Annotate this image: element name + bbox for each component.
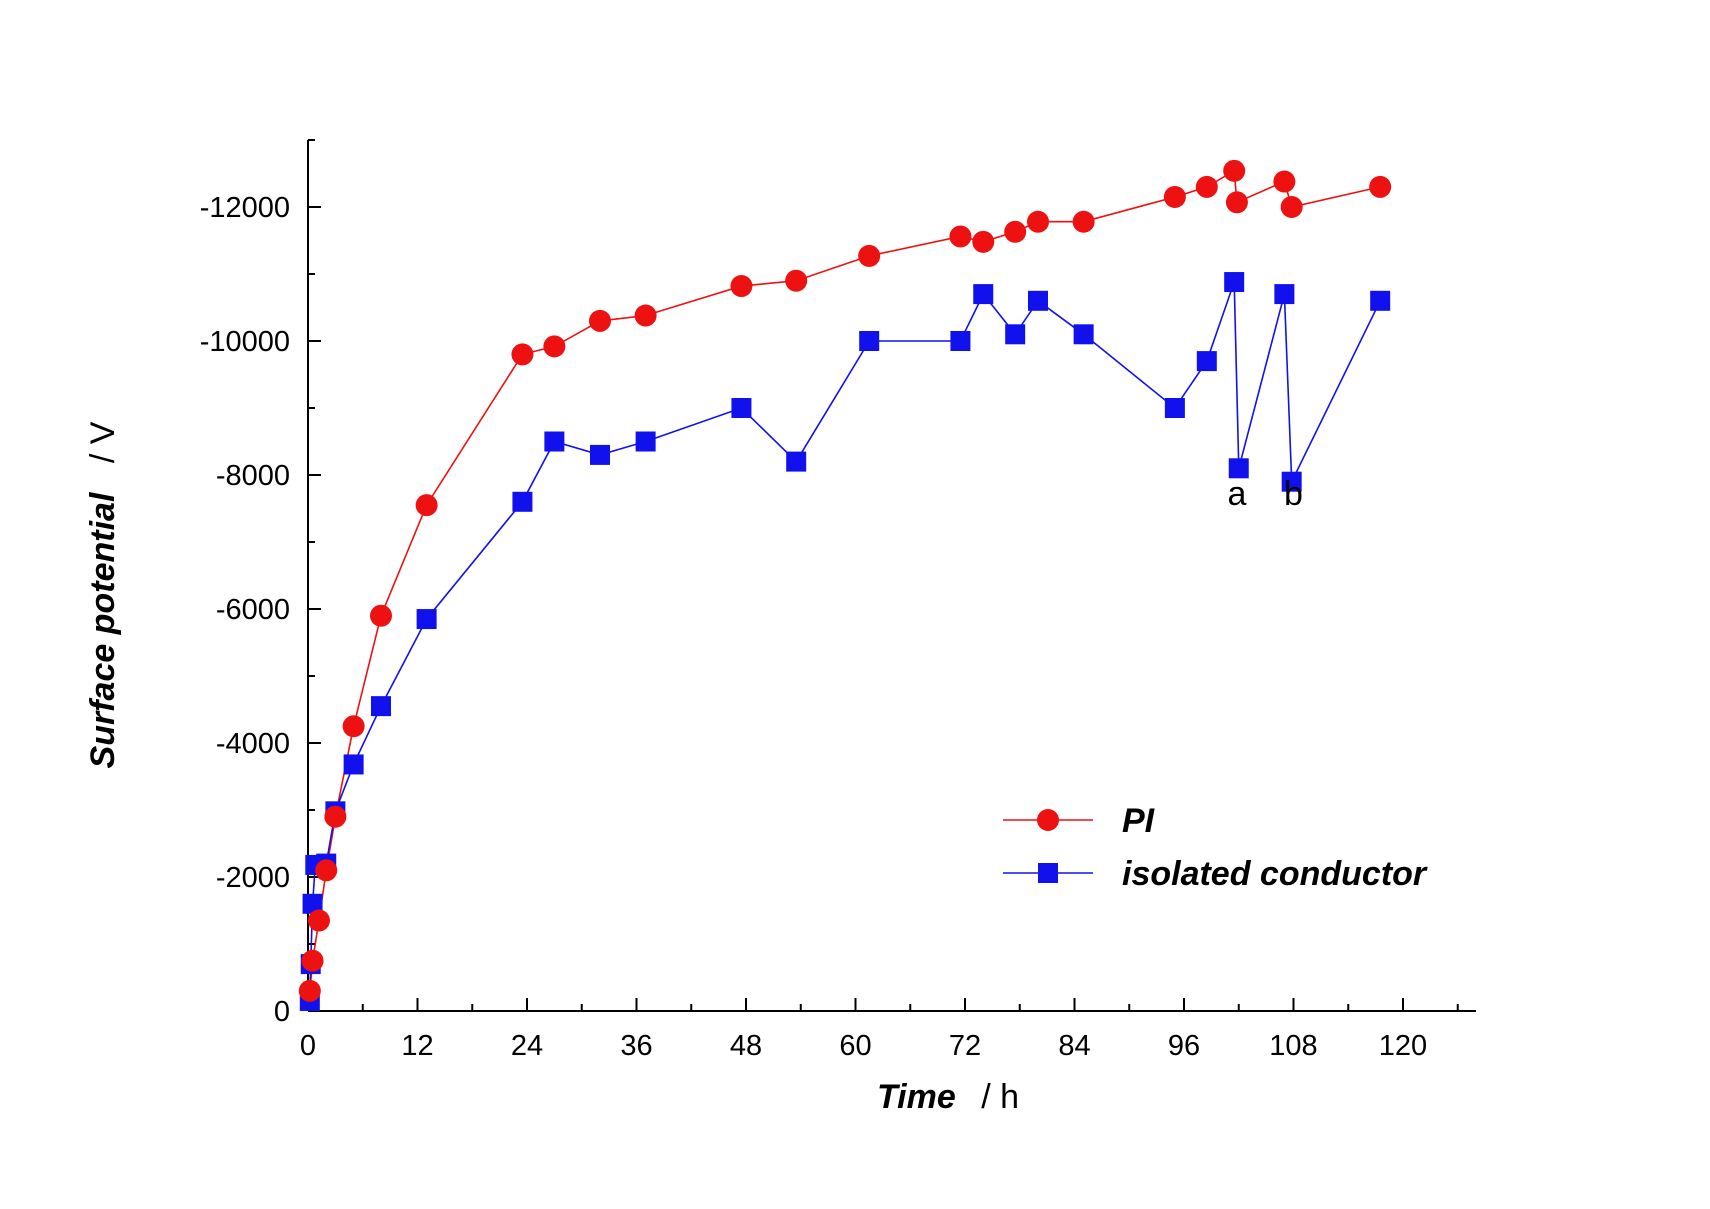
data-point-pi [589, 309, 611, 332]
annotation-a: a [1227, 475, 1246, 513]
y-tick-label: -2000 [216, 862, 290, 894]
data-point-pi [307, 909, 330, 932]
y-tick-label: 0 [274, 996, 290, 1028]
data-point-pi [1273, 170, 1296, 193]
tick-labels: 0 12 24 36 48 60 72 84 96 108 120 0 -2000 -4000 -6000 -… [200, 192, 1428, 1062]
annotation-b: b [1284, 475, 1303, 513]
data-point-pi [511, 343, 534, 366]
legend: PI isolated conductor [1003, 802, 1428, 893]
data-point-isolated-conductor [1274, 284, 1295, 305]
x-tick-label: 24 [511, 1030, 543, 1062]
data-point-isolated-conductor [416, 609, 437, 630]
x-tick-label: 84 [1058, 1030, 1090, 1062]
x-tick-label: 12 [401, 1030, 433, 1062]
data-point-pi [342, 715, 365, 738]
data-point-isolated-conductor [590, 444, 610, 465]
y-axis-title-name: Surface potential [84, 491, 122, 768]
x-tick-label: 0 [300, 1030, 316, 1062]
data-point-pi [858, 244, 881, 267]
data-point-pi [1223, 159, 1246, 182]
x-axis-title: Time / h [877, 1078, 1019, 1116]
data-point-pi [949, 225, 972, 248]
data-point-isolated-conductor [973, 284, 994, 305]
data-point-pi [1195, 175, 1218, 198]
data-point-pi [972, 230, 995, 253]
data-point-isolated-conductor [1028, 290, 1048, 311]
data-point-isolated-conductor [731, 398, 752, 418]
x-tick-label: 120 [1379, 1030, 1427, 1062]
y-tick-label: -8000 [216, 460, 290, 492]
y-axis-title-unit: / V [84, 421, 122, 463]
x-tick-label: 108 [1269, 1030, 1317, 1062]
data-point-isolated-conductor [1164, 398, 1185, 418]
data-point-pi [301, 949, 324, 972]
x-tick-label: 96 [1168, 1030, 1200, 1062]
legend-marker-pi [1037, 809, 1059, 831]
legend-marker-isolated-conductor [1038, 863, 1058, 883]
data-point-pi [634, 304, 657, 327]
legend-item-pi: PI [1003, 802, 1156, 840]
data-point-isolated-conductor [1073, 324, 1094, 345]
data-point-pi [1280, 196, 1303, 218]
data-point-pi [1369, 175, 1392, 198]
series-markers [298, 159, 1392, 1011]
data-point-isolated-conductor [544, 431, 565, 452]
data-point-isolated-conductor [1224, 272, 1245, 293]
data-point-pi [1004, 220, 1027, 243]
data-point-isolated-conductor [1196, 351, 1217, 372]
x-tick-label: 36 [620, 1030, 652, 1062]
data-point-isolated-conductor [635, 431, 656, 452]
data-point-pi [543, 335, 566, 358]
data-point-isolated-conductor [371, 696, 391, 717]
x-axis-title-name: Time [877, 1078, 956, 1116]
y-axis-title: Surface potential / V [84, 421, 122, 768]
x-tick-label: 48 [730, 1030, 762, 1062]
data-point-isolated-conductor [1228, 458, 1249, 479]
data-point-isolated-conductor [1005, 324, 1026, 345]
series-line-isolated-conductor [309, 281, 1381, 1002]
data-point-isolated-conductor [302, 893, 323, 914]
y-tick-label: -6000 [216, 594, 290, 626]
data-point-pi [370, 604, 392, 627]
data-point-pi [298, 979, 321, 1002]
legend-label-pi: PI [1122, 802, 1156, 840]
data-point-isolated-conductor [950, 331, 971, 351]
x-tick-label: 72 [949, 1030, 981, 1062]
data-point-isolated-conductor [343, 754, 364, 775]
legend-label-isolated-conductor: isolated conductor [1122, 855, 1428, 893]
data-point-isolated-conductor [859, 331, 880, 351]
x-tick-label: 60 [839, 1030, 871, 1062]
data-point-isolated-conductor [1370, 290, 1391, 311]
data-point-pi [315, 859, 338, 882]
data-point-pi [324, 805, 347, 828]
y-tick-label: -10000 [200, 326, 290, 358]
data-point-pi [785, 269, 808, 292]
data-point-isolated-conductor [512, 491, 533, 512]
y-tick-label: -12000 [200, 192, 290, 224]
y-tick-label: -4000 [216, 728, 290, 760]
data-point-pi [1072, 210, 1095, 233]
data-point-pi [1027, 210, 1049, 233]
data-point-isolated-conductor [1281, 471, 1302, 492]
data-point-pi [415, 494, 438, 517]
legend-item-isolated-conductor: isolated conductor [1003, 855, 1428, 893]
data-point-pi [1225, 191, 1248, 214]
data-point-isolated-conductor [786, 451, 807, 472]
data-point-pi [730, 275, 753, 298]
x-axis-title-unit: / h [981, 1078, 1019, 1116]
data-point-pi [1163, 185, 1186, 208]
